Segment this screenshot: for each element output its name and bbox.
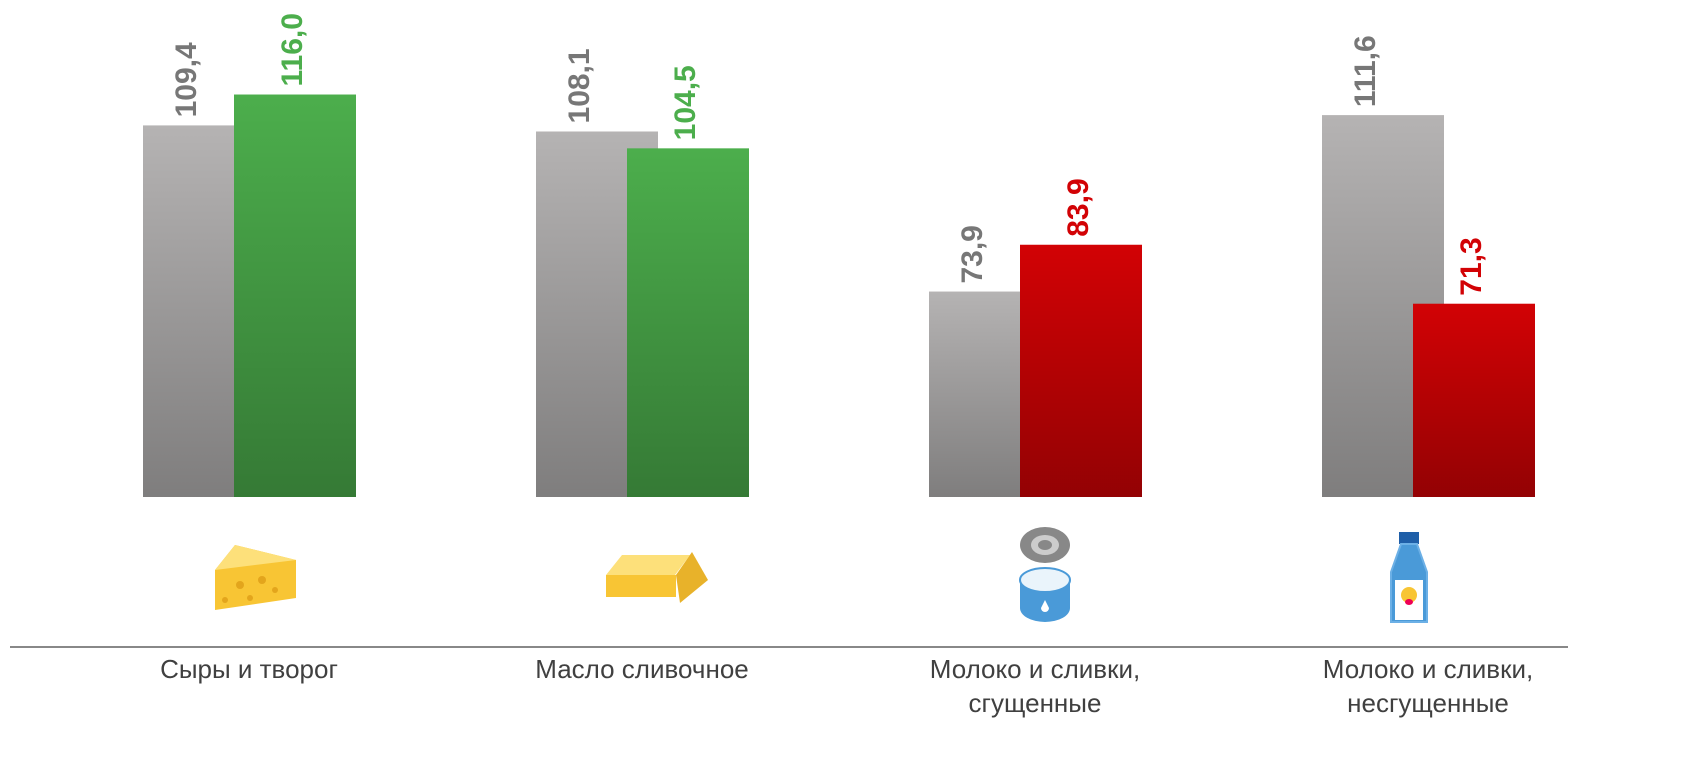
category-label: Молоко и сливки, сгущенные	[929, 654, 1141, 718]
value-label: 71,3	[1455, 237, 1488, 295]
bar-shade	[1413, 303, 1535, 497]
bottle-icon	[1390, 532, 1428, 623]
value-label: 83,9	[1062, 178, 1095, 236]
value-label: 109,4	[170, 42, 203, 117]
category-label: Масло сливочное	[535, 654, 749, 684]
butter-icon	[606, 552, 708, 603]
bar-shade	[234, 94, 356, 498]
value-label: 116,0	[276, 13, 309, 86]
bar-shade	[627, 148, 749, 497]
cheese-icon	[215, 545, 296, 610]
value-label: 108,1	[563, 48, 596, 123]
value-label: 73,9	[956, 225, 989, 283]
value-label: 111,6	[1349, 35, 1382, 107]
category-label: Сыры и творог	[160, 654, 338, 684]
can-icon	[1019, 527, 1071, 622]
bar-shade	[1020, 244, 1142, 497]
value-label: 104,5	[669, 65, 702, 140]
category-label: Молоко и сливки, несгущенные	[1322, 654, 1534, 718]
